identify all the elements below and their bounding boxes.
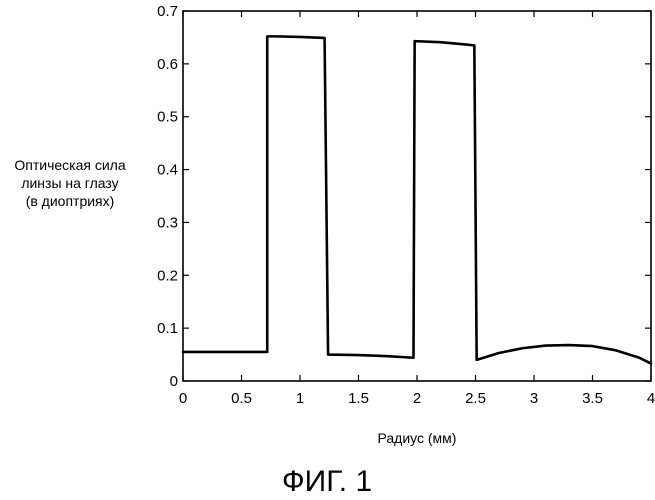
x-tick-label: 0.5 <box>231 390 252 407</box>
x-tick-label: 2.5 <box>465 390 486 407</box>
x-tick-label: 2 <box>413 390 421 407</box>
y-axis-label: Оптическая сила линзы на глазу (в диоптрия… <box>14 157 125 209</box>
x-tick-label: 3.5 <box>582 390 603 407</box>
y-tick-label: 0.4 <box>157 162 178 179</box>
y-tick-label: 0.7 <box>157 3 178 20</box>
y-tick-label: 0 <box>170 373 178 390</box>
figure-caption: ФИГ. 1 <box>282 465 372 498</box>
y-tick-label: 0.6 <box>157 56 178 73</box>
y-tick-label: 0.1 <box>157 320 178 337</box>
y-tick-label: 0.2 <box>157 267 178 284</box>
x-tick-label: 1.5 <box>348 390 369 407</box>
y-axis-label-line: (в диоптриях) <box>26 193 115 209</box>
y-tick-label: 0.5 <box>157 109 178 126</box>
y-tick-label: 0.3 <box>157 214 178 231</box>
y-axis-label-line: Оптическая сила <box>14 157 125 173</box>
y-axis-label-line: линзы на глазу <box>21 175 118 191</box>
x-tick-label: 0 <box>179 390 187 407</box>
x-tick-label: 1 <box>296 390 304 407</box>
x-tick-label: 3 <box>530 390 538 407</box>
x-tick-label: 4 <box>647 390 655 407</box>
axis-ticks <box>183 11 651 381</box>
series-line-optical-power <box>183 36 651 363</box>
x-axis-label: Радиус (мм) <box>378 430 457 446</box>
plot-frame <box>183 11 651 381</box>
